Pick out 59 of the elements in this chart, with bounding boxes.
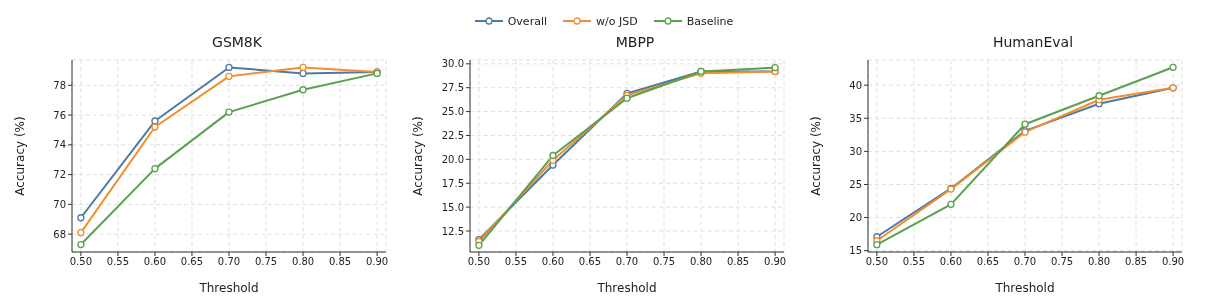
x-tick-label: 0.65 <box>180 256 204 268</box>
y-tick-label: 30 <box>849 145 862 157</box>
chart-title: HumanEval <box>991 34 1075 52</box>
y-tick-label: 78 <box>53 79 66 91</box>
x-tick-label: 0.60 <box>939 256 963 268</box>
y-tick-label: 74 <box>53 139 66 151</box>
x-tick-label: 0.65 <box>976 256 1000 268</box>
x-tick-label: 0.85 <box>726 256 750 268</box>
y-tick-label: 72 <box>53 169 66 181</box>
x-tick-label: 0.60 <box>143 256 167 268</box>
y-axis-title: Accuracy (%) <box>809 116 824 196</box>
y-tick-label: 22.5 <box>441 130 464 142</box>
x-tick-label: 0.75 <box>254 256 278 268</box>
x-axis-title: Threshold <box>994 281 1055 295</box>
x-tick-label: 0.80 <box>291 256 315 268</box>
y-tick-label: 70 <box>53 198 66 210</box>
x-tick-label: 0.50 <box>69 256 93 268</box>
legend-label: Overall <box>507 14 548 28</box>
x-tick-label: 0.70 <box>1013 256 1037 268</box>
y-tick-label: 68 <box>53 228 66 240</box>
y-tick-label: 20 <box>849 212 862 224</box>
x-tick-label: 0.50 <box>467 256 491 268</box>
chart-title: MBPP <box>614 34 656 52</box>
x-tick-label: 0.75 <box>1050 256 1074 268</box>
x-tick-label: 0.80 <box>689 256 713 268</box>
x-tick-label: 0.70 <box>615 256 639 268</box>
legend-label: Baseline <box>686 14 734 28</box>
y-tick-label: 27.5 <box>441 82 464 94</box>
y-tick-label: 35 <box>849 112 862 124</box>
x-tick-label: 0.90 <box>1161 256 1185 268</box>
x-tick-label: 0.90 <box>365 256 389 268</box>
y-tick-label: 20.0 <box>441 153 464 165</box>
x-tick-label: 0.55 <box>106 256 130 268</box>
x-tick-label: 0.80 <box>1087 256 1111 268</box>
chart-title: GSM8K <box>211 34 263 52</box>
x-tick-label: 0.65 <box>578 256 602 268</box>
x-tick-label: 0.55 <box>504 256 528 268</box>
x-tick-label: 0.50 <box>865 256 889 268</box>
y-axis-title: Accuracy (%) <box>13 116 28 196</box>
y-tick-label: 15 <box>849 245 862 257</box>
y-tick-label: 76 <box>53 109 66 121</box>
x-tick-label: 0.85 <box>328 256 352 268</box>
y-axis-title: Accuracy (%) <box>411 116 426 196</box>
y-tick-label: 15.0 <box>441 201 464 213</box>
x-tick-label: 0.60 <box>541 256 565 268</box>
y-tick-label: 25.0 <box>441 106 464 118</box>
y-tick-label: 30.0 <box>441 58 464 70</box>
x-axis-title: Threshold <box>198 281 259 295</box>
y-tick-label: 40 <box>849 79 862 91</box>
x-tick-label: 0.55 <box>902 256 926 268</box>
x-tick-label: 0.90 <box>763 256 787 268</box>
x-tick-label: 0.85 <box>1124 256 1148 268</box>
x-tick-label: 0.75 <box>652 256 676 268</box>
y-tick-label: 12.5 <box>441 225 464 237</box>
legend-label: w/o JSD <box>596 14 638 28</box>
y-tick-label: 17.5 <box>441 177 464 189</box>
y-tick-label: 25 <box>849 179 862 191</box>
x-axis-title: Threshold <box>596 281 657 295</box>
x-tick-label: 0.70 <box>217 256 241 268</box>
